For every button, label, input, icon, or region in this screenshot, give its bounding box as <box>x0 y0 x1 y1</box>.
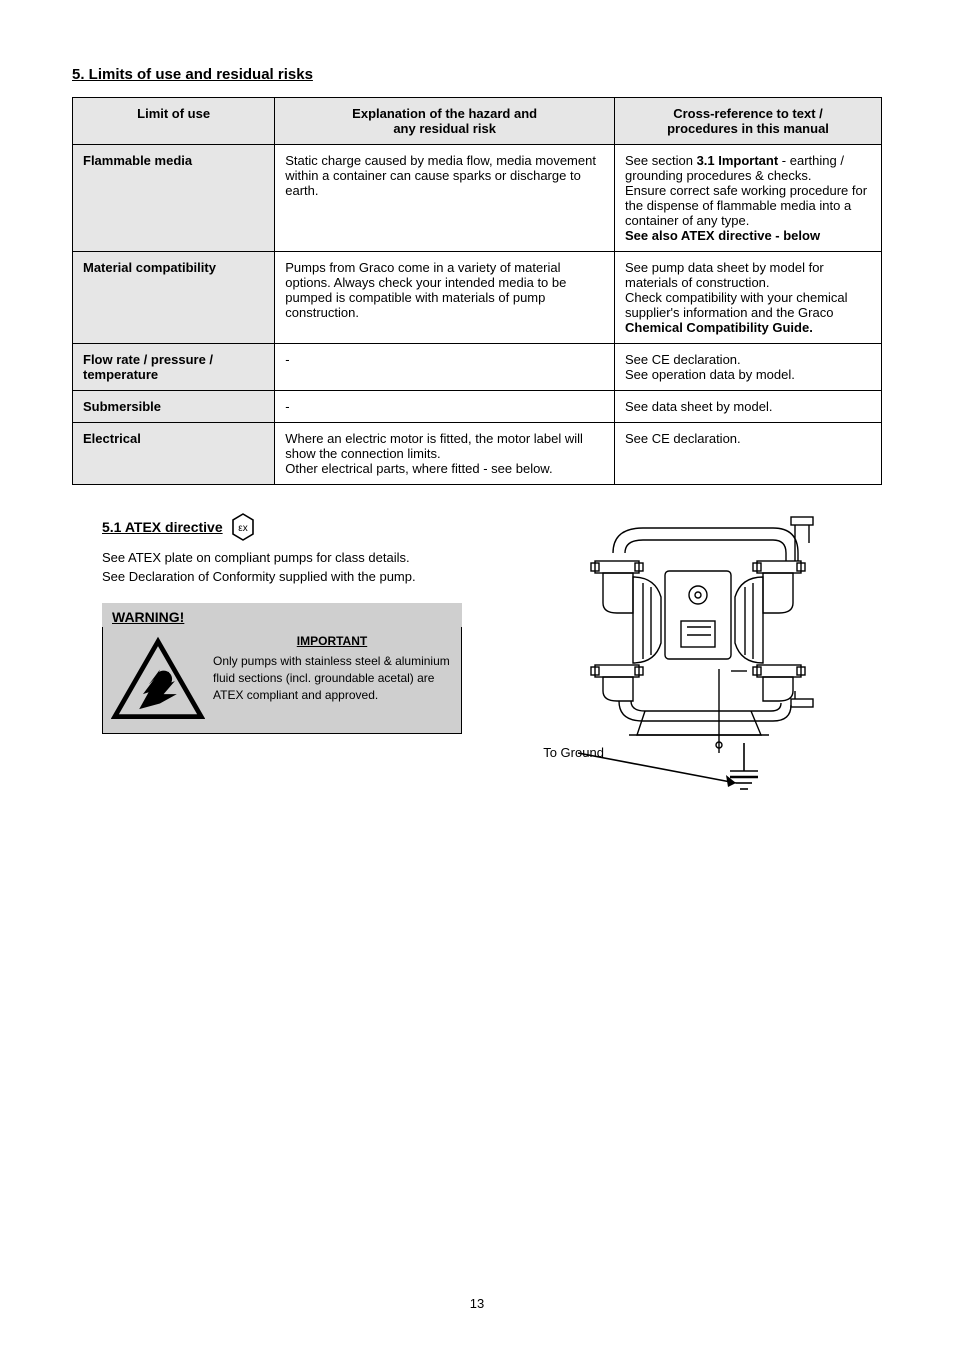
svg-text:εx: εx <box>238 523 247 534</box>
th-explanation: Explanation of the hazard and any residu… <box>275 98 615 145</box>
th-xref: Cross-reference to text / procedures in … <box>615 98 882 145</box>
page-number: 13 <box>470 1296 484 1311</box>
atex-note: See ATEX plate on compliant pumps for cl… <box>102 549 489 587</box>
warning-subtitle: IMPORTANT <box>213 633 451 650</box>
limits-table: Limit of use Explanation of the hazard a… <box>72 97 882 485</box>
warning-title: WARNING! <box>102 603 462 627</box>
table-row: Submersible-See data sheet by model. <box>73 391 882 423</box>
row-explanation: Static charge caused by media flow, medi… <box>275 145 615 252</box>
warning-body-text: Only pumps with stainless steel & alumin… <box>213 653 451 703</box>
row-explanation: Where an electric motor is fitted, the m… <box>275 423 615 485</box>
row-xref: See CE declaration. <box>615 423 882 485</box>
row-label: Flow rate / pressure / temperature <box>73 344 275 391</box>
table-row: Flow rate / pressure / temperature-See C… <box>73 344 882 391</box>
th-limit: Limit of use <box>73 98 275 145</box>
section-title: 5. Limits of use and residual risks <box>72 66 882 83</box>
row-label: Material compatibility <box>73 252 275 344</box>
ground-label: To Ground <box>523 745 604 760</box>
row-label: Submersible <box>73 391 275 423</box>
table-row: Flammable mediaStatic charge caused by m… <box>73 145 882 252</box>
row-label: Flammable media <box>73 145 275 252</box>
row-explanation: - <box>275 344 615 391</box>
row-xref: See section 3.1 Important - earthing / g… <box>615 145 882 252</box>
explosion-warning-icon <box>111 635 205 725</box>
ex-icon: εx <box>231 513 255 541</box>
row-explanation: - <box>275 391 615 423</box>
atex-header: 5.1 ATEX directive <box>102 519 223 535</box>
row-xref: See CE declaration. See operation data b… <box>615 344 882 391</box>
row-xref: See data sheet by model. <box>615 391 882 423</box>
row-label: Electrical <box>73 423 275 485</box>
pump-diagram <box>533 513 863 773</box>
table-row: Material compatibilityPumps from Graco c… <box>73 252 882 344</box>
row-explanation: Pumps from Graco come in a variety of ma… <box>275 252 615 344</box>
warning-box: WARNING! IMPORTANT Only pumps with stain… <box>102 603 462 734</box>
row-xref: See pump data sheet by model for materia… <box>615 252 882 344</box>
table-row: ElectricalWhere an electric motor is fit… <box>73 423 882 485</box>
